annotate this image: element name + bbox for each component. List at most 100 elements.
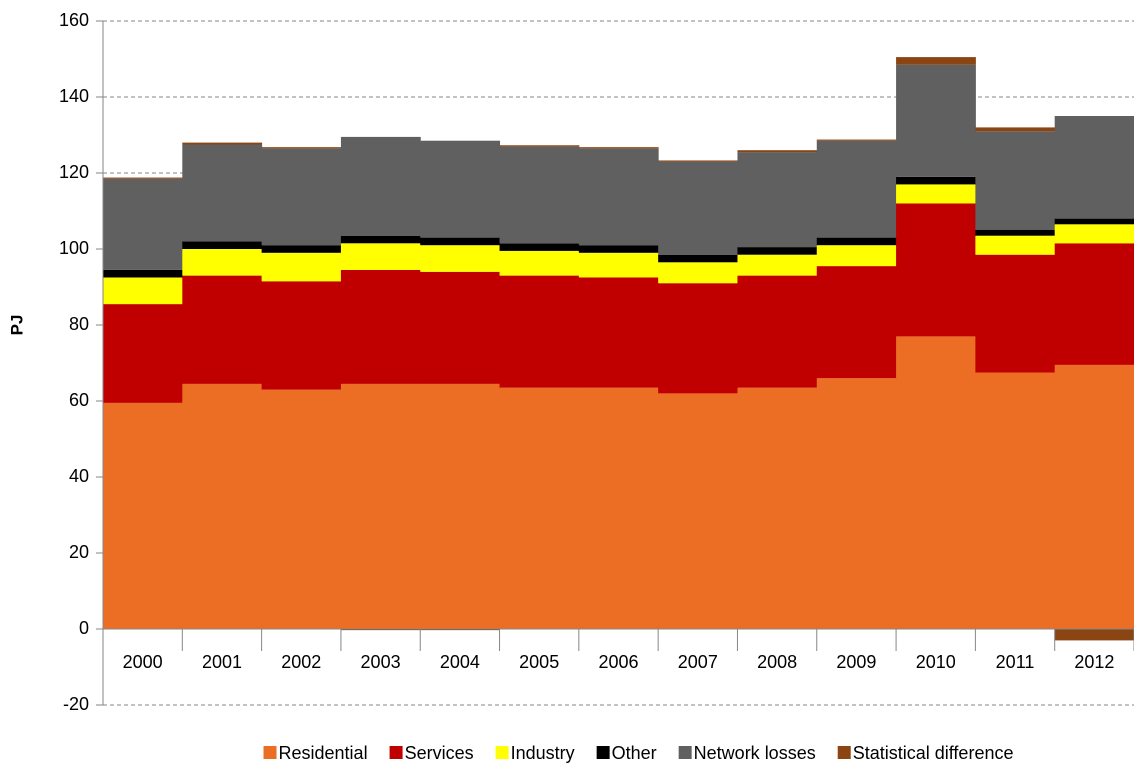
legend-label: Services bbox=[405, 743, 474, 763]
bar-segment bbox=[103, 177, 183, 179]
bar-segment bbox=[499, 275, 580, 388]
x-tick-label: 2012 bbox=[1074, 652, 1114, 672]
legend-swatch bbox=[263, 746, 277, 759]
legend-swatch bbox=[837, 746, 851, 759]
legend-label: Network losses bbox=[694, 743, 816, 763]
bar-segment bbox=[420, 629, 501, 631]
bar-segment bbox=[261, 245, 342, 253]
legend-swatch bbox=[495, 746, 509, 759]
bar-segment bbox=[1054, 116, 1134, 219]
bar-segment bbox=[975, 235, 1056, 255]
y-tick-label: 140 bbox=[59, 86, 89, 106]
bar-segment bbox=[816, 266, 897, 379]
bar-segment bbox=[737, 150, 818, 153]
bar-segment bbox=[103, 304, 183, 403]
bar-segment bbox=[658, 262, 738, 284]
x-tick-label: 2011 bbox=[996, 652, 1035, 672]
x-tick-label: 2004 bbox=[440, 652, 480, 672]
bar-segment bbox=[420, 140, 501, 238]
bar-segment bbox=[103, 178, 183, 270]
bar-segment bbox=[737, 247, 818, 255]
x-tick-label: 2005 bbox=[519, 652, 559, 672]
bar-segment bbox=[816, 139, 897, 141]
legend-label: Industry bbox=[511, 743, 575, 763]
bar-segment bbox=[896, 336, 976, 629]
bar-segment bbox=[1054, 629, 1134, 641]
bar-segment bbox=[182, 249, 263, 276]
bar-segment bbox=[578, 245, 659, 253]
bar-segment bbox=[658, 393, 738, 629]
legend-swatch bbox=[596, 746, 610, 759]
bar-segment bbox=[737, 275, 818, 388]
bar-segment bbox=[499, 146, 580, 244]
bar-segment bbox=[896, 57, 976, 65]
bar-segment bbox=[420, 271, 501, 384]
bar-segment bbox=[420, 237, 501, 246]
x-tick-label: 2000 bbox=[123, 652, 163, 672]
bar-segment bbox=[340, 243, 421, 270]
bar-segment bbox=[975, 230, 1056, 236]
bar-segment bbox=[340, 629, 421, 631]
bar-segment bbox=[499, 250, 580, 276]
bar-segment bbox=[578, 252, 659, 278]
bar-segment bbox=[182, 383, 263, 629]
bar-segment bbox=[896, 64, 976, 177]
bar-segment bbox=[261, 147, 342, 149]
legend-label: Residential bbox=[279, 743, 368, 763]
bar-segment bbox=[103, 277, 183, 305]
x-tick-label: 2001 bbox=[202, 652, 242, 672]
bar-segment bbox=[816, 245, 897, 267]
bar-segment bbox=[658, 160, 738, 162]
bar-segment bbox=[737, 387, 818, 629]
y-tick-label: 40 bbox=[69, 466, 89, 486]
x-tick-label: 2010 bbox=[916, 652, 956, 672]
bar-segment bbox=[261, 148, 342, 246]
bar-segment bbox=[340, 269, 421, 384]
y-tick-label: 100 bbox=[59, 238, 89, 258]
bar-segment bbox=[975, 254, 1056, 373]
bar-segment bbox=[261, 252, 342, 282]
legend-label: Statistical difference bbox=[853, 743, 1014, 763]
bar-segment bbox=[420, 245, 501, 272]
y-tick-label: 120 bbox=[59, 162, 89, 182]
bar-segment bbox=[340, 136, 421, 236]
bar-segment bbox=[975, 372, 1056, 629]
bar-segment bbox=[658, 254, 738, 263]
bar-segment bbox=[340, 383, 421, 629]
bar-segment bbox=[975, 131, 1056, 230]
y-tick-label: 60 bbox=[69, 390, 89, 410]
bar-segment bbox=[578, 387, 659, 629]
bar-segment bbox=[340, 235, 421, 244]
bar-segment bbox=[816, 378, 897, 629]
bar-segment bbox=[816, 140, 897, 238]
y-tick-label: 160 bbox=[59, 10, 89, 30]
bar-segment bbox=[499, 145, 580, 147]
bar-segment bbox=[261, 281, 342, 390]
legend-swatch bbox=[678, 746, 692, 759]
x-tick-label: 2003 bbox=[361, 652, 401, 672]
bar-segment bbox=[182, 144, 263, 242]
legend: Residential Services Industry Other Network … bbox=[263, 743, 1014, 763]
y-axis-label: PJ bbox=[7, 315, 26, 336]
bar-segment bbox=[816, 237, 897, 246]
bar-segment bbox=[182, 275, 263, 384]
x-tick-label: 2008 bbox=[757, 652, 797, 672]
bar-segment bbox=[658, 283, 738, 394]
axes bbox=[96, 20, 1134, 706]
legend-label: Other bbox=[612, 743, 657, 763]
bar-segment bbox=[578, 277, 659, 388]
bar-segment bbox=[261, 389, 342, 629]
bar-segment bbox=[1054, 224, 1134, 244]
x-tick-label: 2009 bbox=[836, 652, 876, 672]
bar-segment bbox=[1054, 243, 1134, 365]
y-tick-label: 0 bbox=[79, 618, 89, 638]
bar-segment bbox=[896, 184, 976, 204]
bar-segment bbox=[658, 161, 738, 255]
bar-segment bbox=[103, 269, 183, 278]
x-tick-label: 2007 bbox=[678, 652, 718, 672]
legend-swatch bbox=[389, 746, 403, 759]
y-tick-label: 80 bbox=[69, 314, 89, 334]
bars bbox=[103, 57, 1134, 641]
bar-segment bbox=[737, 152, 818, 248]
